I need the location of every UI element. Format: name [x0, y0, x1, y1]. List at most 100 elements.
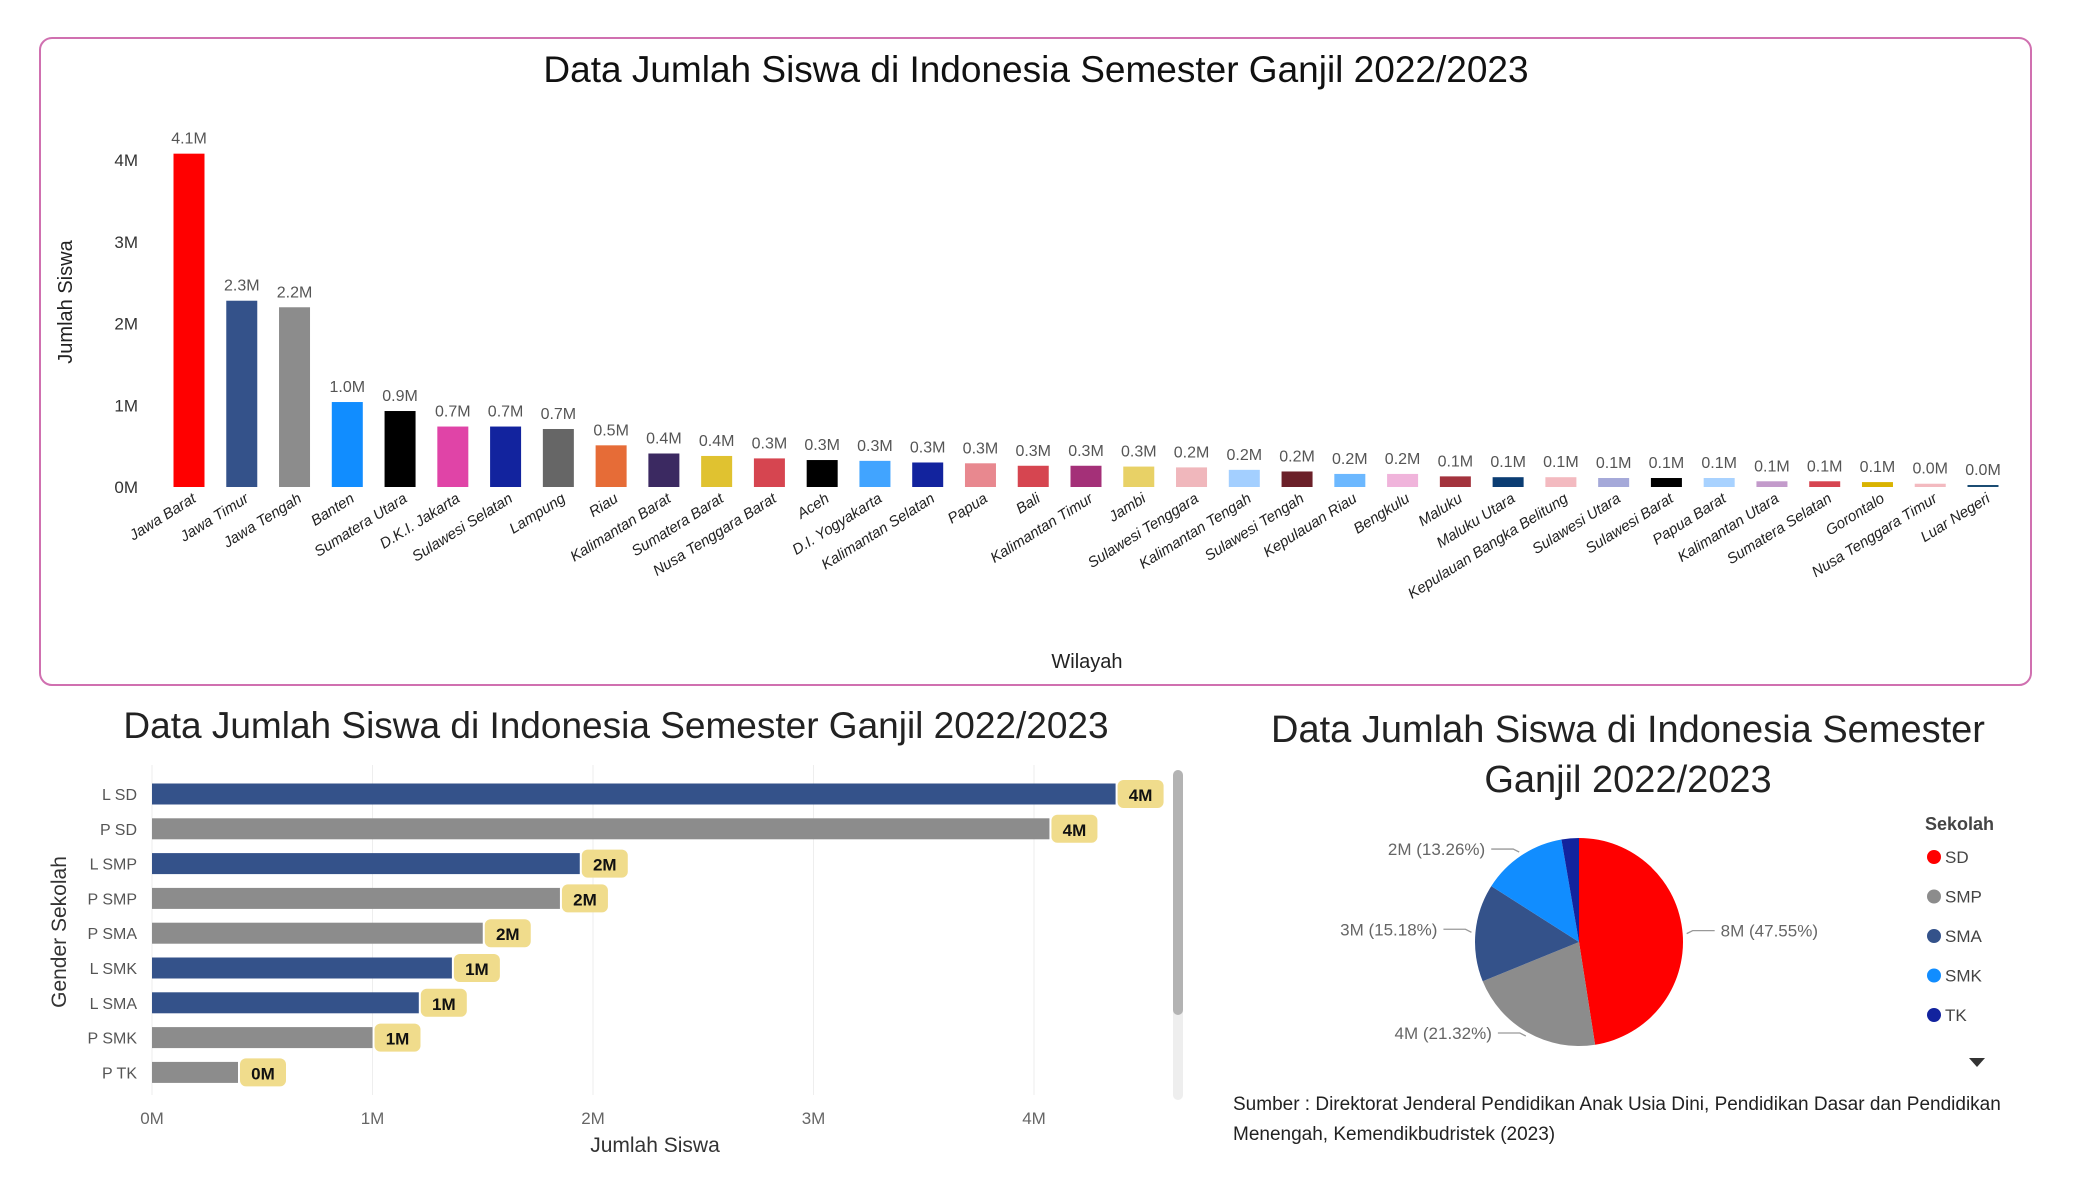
legend-label[interactable]: SMK: [1945, 967, 1983, 986]
data-label: 0.3M: [1068, 443, 1104, 460]
data-label: 0.4M: [646, 431, 682, 448]
data-label: 0.3M: [1121, 444, 1157, 461]
y-tick-label: 1M: [114, 396, 138, 415]
legend-marker[interactable]: [1927, 968, 1941, 983]
bar: [1914, 483, 1946, 487]
pie-slice[interactable]: [1475, 886, 1579, 982]
legend-label[interactable]: TK: [1945, 1006, 1967, 1025]
x-tick-label: 3M: [802, 1109, 826, 1128]
y-axis-label: Gender Sekolah: [48, 856, 71, 1008]
data-label: 0.1M: [1543, 454, 1579, 471]
bar: [1650, 478, 1682, 487]
region-bar-chart: Data Jumlah Siswa di Indonesia Semester …: [39, 37, 2032, 686]
legend-label[interactable]: SMP: [1945, 888, 1982, 907]
leader-line: [1497, 1032, 1527, 1037]
scrollbar-thumb[interactable]: [1173, 770, 1183, 1015]
bar: [173, 153, 205, 487]
bar[interactable]: [152, 853, 580, 875]
leader-line: [1686, 929, 1715, 935]
bar: [1334, 473, 1366, 487]
chart-title: Ganjil 2022/2023: [1484, 759, 1771, 801]
x-tick-label: 4M: [1022, 1109, 1046, 1128]
x-tick-label: 0M: [140, 1109, 164, 1128]
data-label: 8M (47.55%): [1721, 922, 1818, 941]
pie-slice[interactable]: [1579, 838, 1683, 1045]
data-label: 0.2M: [1279, 448, 1315, 465]
bar[interactable]: [152, 783, 1116, 805]
bar: [648, 453, 680, 487]
bar: [859, 460, 891, 487]
data-label: 0.1M: [1860, 459, 1896, 476]
data-label: 0.2M: [1332, 451, 1368, 468]
bar: [226, 300, 258, 487]
legend-marker[interactable]: [1927, 889, 1941, 904]
pie-slice[interactable]: [1561, 838, 1579, 942]
data-label: 2M: [496, 925, 520, 944]
bar: [1809, 481, 1841, 487]
data-label: 0.7M: [488, 404, 524, 421]
legend-marker[interactable]: [1927, 1008, 1941, 1022]
bar: [1017, 465, 1049, 487]
data-label: 0.1M: [1701, 455, 1737, 472]
data-label: 0.1M: [1649, 455, 1685, 472]
bar[interactable]: [152, 1027, 373, 1049]
bar: [1756, 481, 1788, 487]
data-label: 4M: [1063, 821, 1087, 840]
data-label: 0.1M: [1596, 455, 1632, 472]
data-label: 0.1M: [1438, 453, 1474, 470]
y-tick-label: L SMP: [90, 857, 137, 874]
data-label: 4M (21.32%): [1395, 1024, 1492, 1043]
bar: [279, 307, 311, 487]
bar: [1598, 478, 1630, 487]
data-label-box: [420, 988, 467, 1017]
school-pie-chart: Data Jumlah Siswa di Indonesia Semester G…: [1271, 709, 1994, 1067]
y-tick-label: 0M: [114, 478, 138, 497]
bar[interactable]: [152, 1061, 238, 1083]
bar: [1703, 478, 1735, 487]
bar: [437, 426, 469, 487]
bar: [1492, 477, 1524, 487]
bar: [1123, 466, 1155, 487]
data-label-box: [374, 1023, 421, 1052]
legend-marker[interactable]: [1927, 850, 1941, 864]
y-tick-label: P SD: [100, 822, 137, 839]
bar: [1281, 471, 1313, 487]
pie-slice[interactable]: [1491, 839, 1579, 942]
bar: [753, 458, 785, 487]
data-label: 0.9M: [382, 388, 418, 405]
y-tick-label: P SMK: [88, 1031, 138, 1048]
pie-slice[interactable]: [1482, 942, 1596, 1046]
data-label: 4M: [1129, 786, 1153, 805]
bar: [1176, 467, 1208, 487]
x-axis-label: Wilayah: [1051, 651, 1122, 673]
legend-label[interactable]: SD: [1945, 848, 1969, 867]
bar[interactable]: [152, 818, 1050, 840]
y-tick-label: P SMP: [88, 891, 138, 908]
bar: [806, 460, 838, 487]
data-label: 0.2M: [1174, 444, 1210, 461]
chart-border: [39, 37, 2032, 686]
chart-title: Data Jumlah Siswa di Indonesia Semester …: [543, 49, 1528, 90]
legend-scroll-down-icon[interactable]: [1969, 1058, 1985, 1067]
data-label: 0.0M: [1912, 461, 1948, 478]
data-label: 0.3M: [963, 440, 999, 457]
chart-title: Data Jumlah Siswa di Indonesia Semester: [1271, 709, 1985, 751]
bar[interactable]: [152, 887, 560, 909]
bar[interactable]: [152, 922, 483, 944]
bar[interactable]: [152, 957, 452, 979]
legend-label[interactable]: SMA: [1945, 927, 1983, 946]
leader-line: [1491, 848, 1520, 853]
bar: [1545, 477, 1577, 487]
bar: [1070, 465, 1102, 487]
legend-marker[interactable]: [1927, 929, 1941, 943]
bar: [964, 463, 996, 487]
data-label: 2M: [593, 856, 617, 875]
data-label: 1M: [465, 960, 489, 979]
data-label: 0.2M: [1227, 447, 1263, 464]
data-label: 2M (13.26%): [1388, 840, 1485, 859]
bar[interactable]: [152, 992, 419, 1014]
y-axis-label: Jumlah Siswa: [55, 239, 77, 363]
data-label: 2.3M: [224, 278, 260, 295]
data-label-box: [239, 1058, 286, 1087]
data-label: 0M: [251, 1064, 275, 1083]
